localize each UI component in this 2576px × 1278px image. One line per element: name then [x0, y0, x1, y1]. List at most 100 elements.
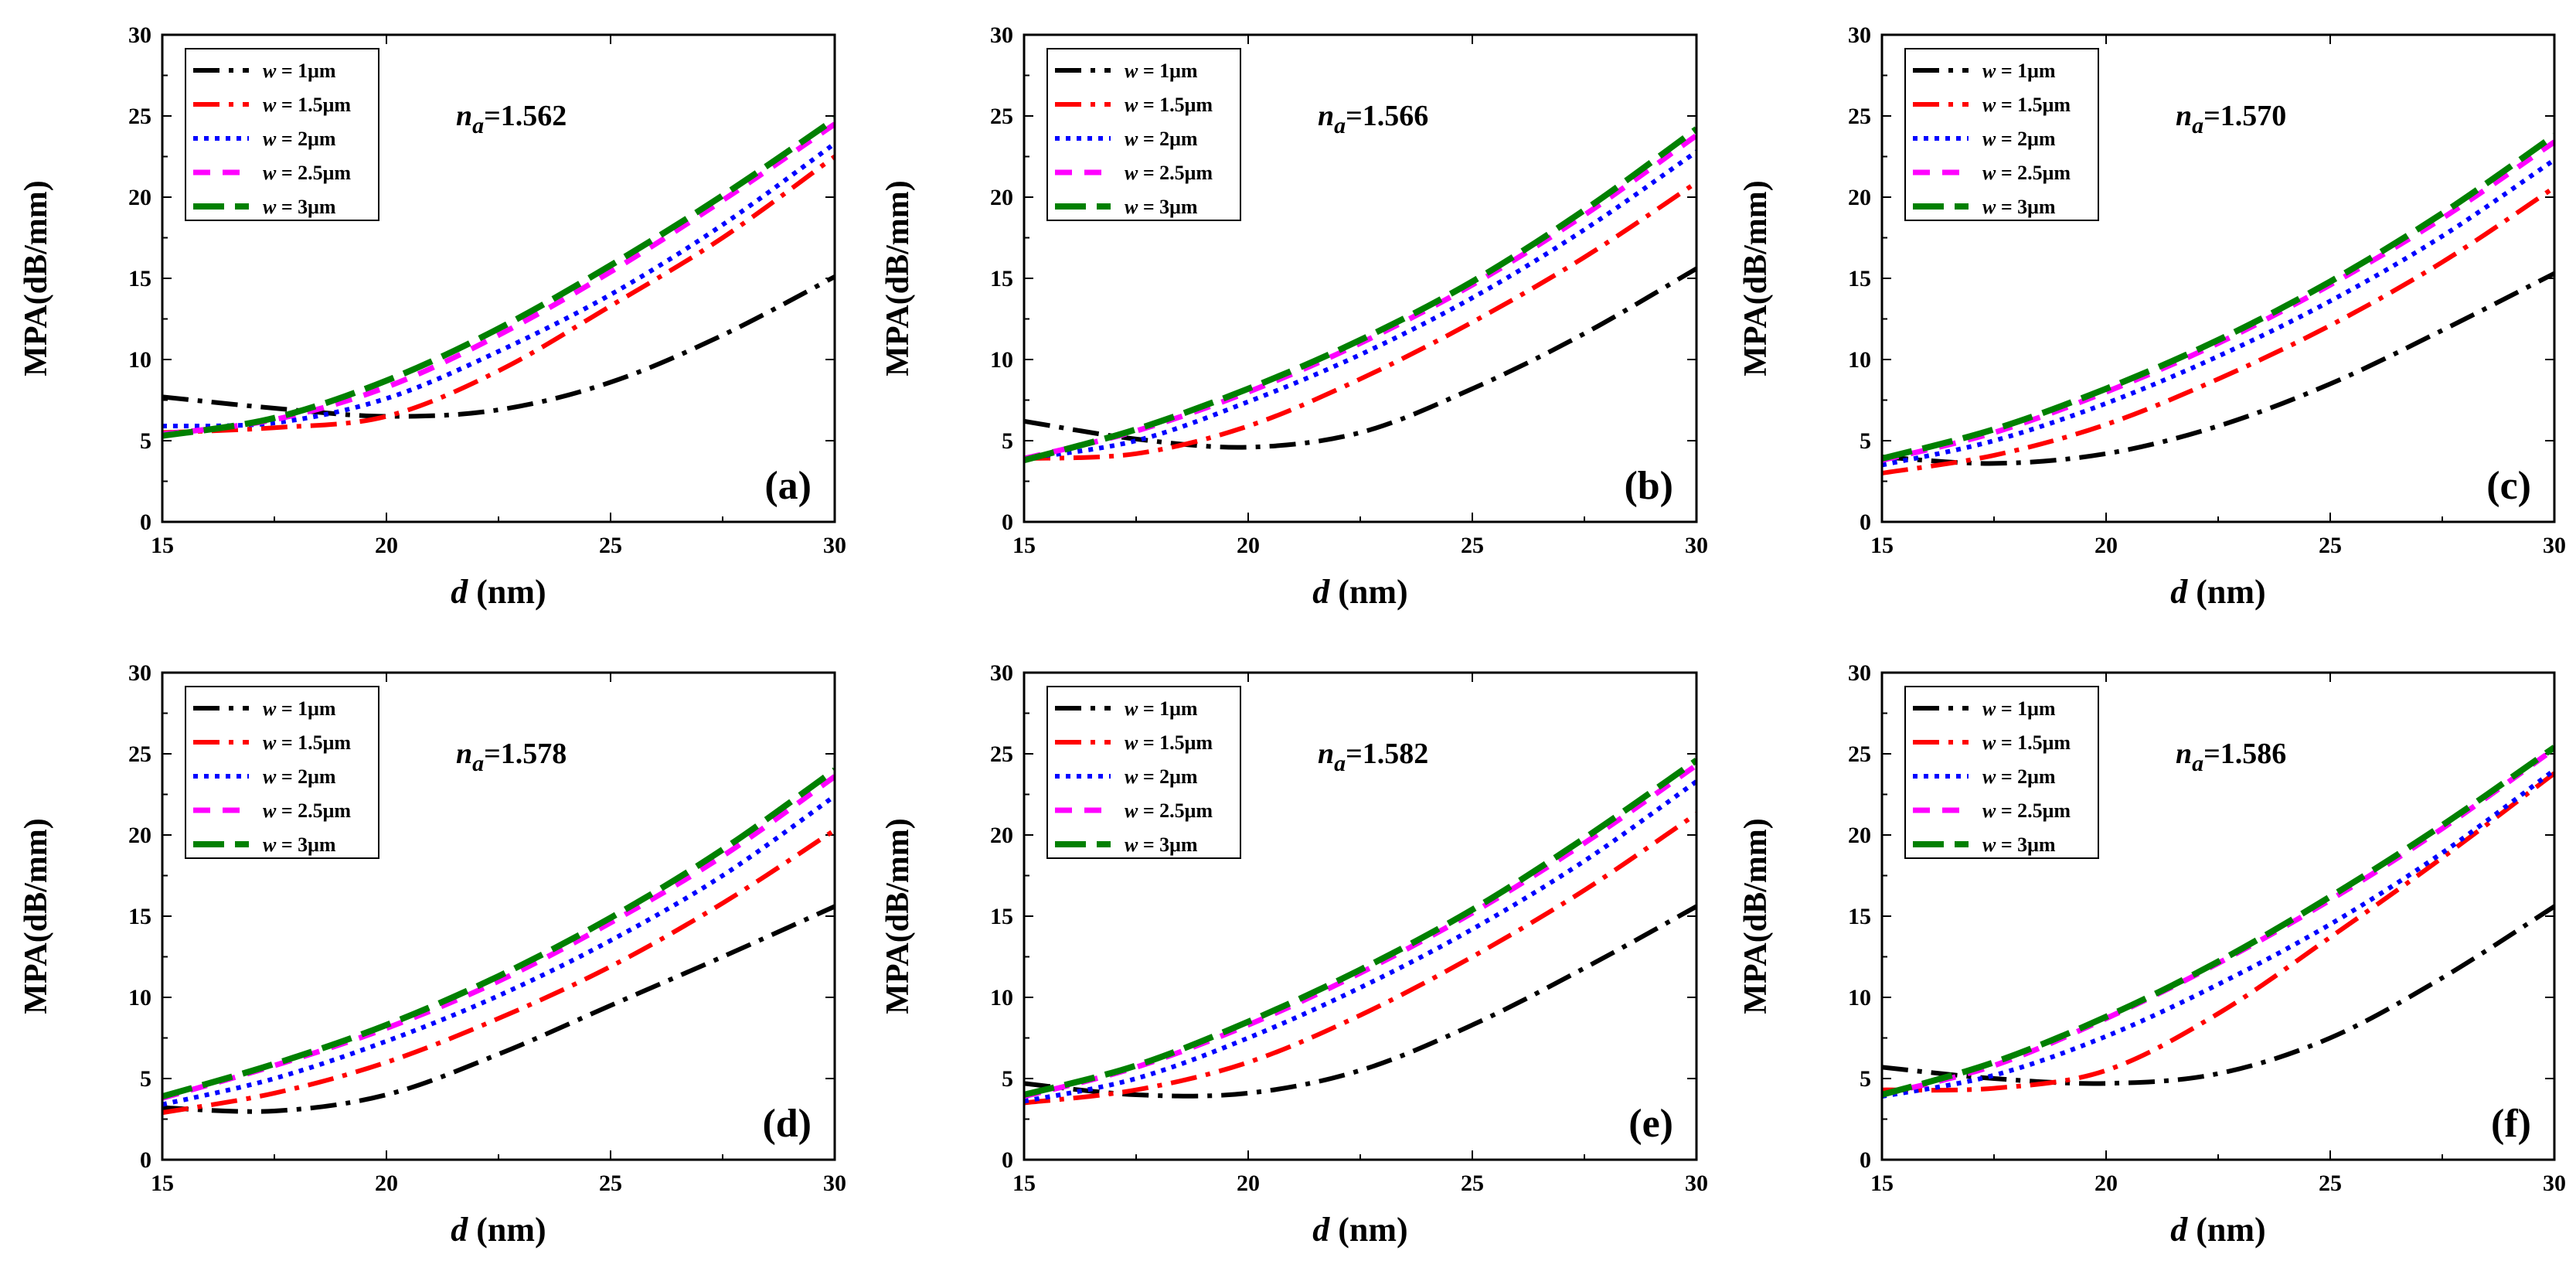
- legend-label-3: w = 2μm: [1982, 765, 2056, 788]
- y-tick-label: 10: [1848, 347, 1871, 373]
- legend-label-2: w = 1.5μm: [263, 94, 351, 116]
- legend-label-5: w = 3μm: [1125, 196, 1198, 218]
- x-tick-label: 15: [1012, 533, 1036, 558]
- x-tick-label: 15: [151, 1171, 174, 1196]
- y-axis-title: MPA(dB/mm): [19, 180, 54, 377]
- legend-var: w: [1982, 196, 1996, 218]
- x-axis-title: d (nm): [451, 573, 546, 611]
- legend-rest: = 2.5μm: [276, 799, 351, 822]
- plot-frame: [1023, 671, 1698, 1161]
- y-axis-title: MPA(dB/mm): [1738, 818, 1774, 1014]
- legend-rest: = 1μm: [1138, 60, 1198, 82]
- legend-var: w: [263, 799, 277, 822]
- legend-label-1: w = 1μm: [263, 697, 336, 720]
- y-tick-label: 10: [128, 347, 151, 373]
- plot-frame: [1023, 33, 1698, 523]
- legend-label-3: w = 2μm: [1125, 128, 1198, 150]
- y-tick-label: 25: [128, 741, 151, 767]
- legend-label-4: w = 2.5μm: [1125, 799, 1213, 822]
- x-tick-label: 15: [1870, 533, 1894, 558]
- legend-box: [1904, 48, 2099, 221]
- legend-rest: = 2.5μm: [1996, 799, 2071, 822]
- x-axis-unit: (nm): [2187, 1211, 2265, 1249]
- y-tick-label: 30: [128, 660, 151, 686]
- legend-var: w: [1125, 196, 1138, 218]
- y-tick-label: 25: [990, 741, 1013, 767]
- legend-var: w: [1982, 731, 1996, 754]
- y-tick-label: 15: [1848, 266, 1871, 291]
- x-tick-label: 30: [823, 1171, 846, 1196]
- y-tick-label: 5: [1002, 1066, 1013, 1092]
- legend-rest: = 1.5μm: [276, 94, 351, 116]
- y-tick-label: 30: [1848, 660, 1871, 686]
- annot-sub: a: [2192, 113, 2203, 138]
- legend-rest: = 2.5μm: [1138, 799, 1213, 822]
- legend-label-5: w = 3μm: [263, 833, 336, 856]
- series-line-5: [162, 767, 835, 1099]
- annot-symbol: n: [2176, 738, 2192, 770]
- series-line-1: [1024, 904, 1696, 1099]
- legend-var: w: [1982, 765, 1996, 788]
- panel-label: (b): [1624, 464, 1673, 508]
- y-tick-label: 5: [140, 428, 151, 454]
- y-tick-label: 0: [1860, 1147, 1871, 1173]
- legend-rest: = 3μm: [1138, 196, 1198, 218]
- legend-rest: = 2μm: [1138, 128, 1198, 150]
- x-tick-label: 30: [2543, 533, 2566, 558]
- panel-label: (a): [764, 464, 812, 508]
- plot-frame: [1880, 33, 2556, 523]
- x-axis-var: d: [1312, 1211, 1330, 1249]
- annot-sub: a: [1334, 113, 1346, 138]
- x-tick-label: 20: [375, 533, 398, 558]
- x-tick-label: 25: [1461, 533, 1484, 558]
- annot-value: =1.578: [484, 738, 567, 770]
- legend-var: w: [1125, 799, 1138, 822]
- legend-box: [1046, 48, 1241, 221]
- legend-box: [185, 48, 379, 221]
- refractive-index-label: na=1.570: [2176, 100, 2286, 138]
- y-tick-label: 10: [128, 985, 151, 1010]
- series-line-2: [1882, 185, 2554, 475]
- x-tick-label: 30: [2543, 1171, 2566, 1196]
- x-axis-title: d (nm): [1312, 1211, 1407, 1249]
- legend-var: w: [1982, 60, 1996, 82]
- y-tick-label: 5: [1860, 428, 1871, 454]
- x-axis-unit: (nm): [1329, 573, 1407, 611]
- series-line-3: [162, 141, 835, 429]
- y-axis-title: MPA(dB/mm): [1738, 180, 1774, 377]
- legend-box: [1046, 686, 1241, 859]
- series-line-1: [1024, 266, 1696, 450]
- x-tick-label: 25: [599, 533, 622, 558]
- legend-label-2: w = 1.5μm: [1125, 731, 1213, 754]
- legend-label-4: w = 2.5μm: [1982, 799, 2071, 822]
- x-tick-label: 30: [823, 533, 846, 558]
- series-group: [162, 767, 835, 1116]
- legend-label-5: w = 3μm: [263, 196, 336, 218]
- legend-var: w: [1982, 697, 1996, 720]
- legend-rest: = 2.5μm: [1138, 162, 1213, 184]
- legend-label-5: w = 3μm: [1982, 833, 2056, 856]
- legend-rest: = 2.5μm: [276, 162, 351, 184]
- y-tick-label: 15: [128, 266, 151, 291]
- panel-label: (c): [2486, 464, 2531, 508]
- annot-symbol: n: [456, 100, 472, 132]
- legend-rest: = 3μm: [276, 833, 336, 856]
- legend-var: w: [1982, 94, 1996, 116]
- legend-label-1: w = 1μm: [263, 60, 336, 82]
- legend-rest: = 1μm: [1996, 697, 2056, 720]
- series-line-1: [162, 274, 835, 419]
- x-axis-var: d: [451, 573, 468, 611]
- x-tick-label: 30: [1685, 533, 1708, 558]
- annot-value: =1.570: [2203, 100, 2286, 132]
- annot-symbol: n: [1318, 100, 1334, 132]
- series-group: [1024, 126, 1696, 464]
- legend-var: w: [1125, 833, 1138, 856]
- legend-rest: = 2μm: [1138, 765, 1198, 788]
- legend-var: w: [1982, 128, 1996, 150]
- y-tick-label: 20: [990, 823, 1013, 848]
- legend-var: w: [1982, 162, 1996, 184]
- legend-label-2: w = 1.5μm: [1982, 731, 2071, 754]
- series-line-4: [162, 121, 835, 438]
